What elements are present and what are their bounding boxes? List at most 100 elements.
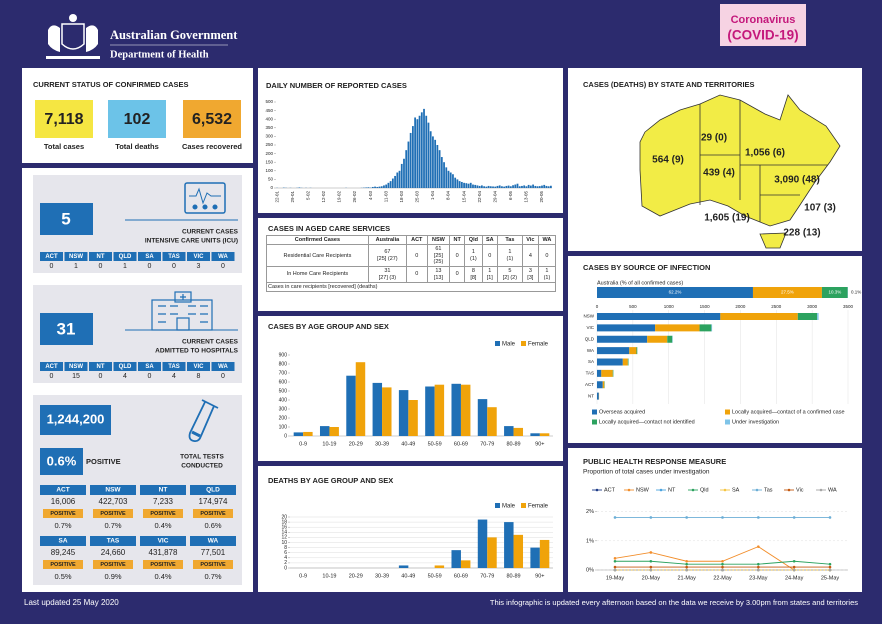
legend-marker	[755, 488, 759, 492]
bar-segment	[597, 358, 623, 366]
dept-name: Department of Health	[110, 49, 209, 60]
bar	[391, 178, 394, 188]
x-tick-label: 25-03	[415, 191, 420, 203]
state-count: 4	[123, 373, 127, 380]
bar	[539, 433, 550, 436]
series-point	[613, 557, 617, 560]
table-row: Residential Care Recipients 67 [25] (27) 0…	[266, 244, 557, 268]
x-tick-label: 20-05	[539, 191, 544, 203]
table-cell: 31 [27] (3)	[367, 266, 407, 283]
y-tick-label: 800	[279, 361, 288, 367]
legend-label: Under investigation	[732, 419, 779, 425]
bar-segment	[597, 347, 630, 355]
value-box	[40, 203, 93, 235]
table-cell: Cases in care recipients [recovered] (de…	[266, 281, 556, 293]
series-point	[828, 565, 832, 569]
bar	[541, 185, 543, 188]
state-tests: 431,878	[149, 548, 178, 557]
bar	[489, 186, 492, 188]
y-tick-label: 300	[279, 406, 288, 412]
series-point	[828, 516, 832, 519]
bar	[503, 186, 506, 188]
series-point	[792, 559, 796, 563]
state-count: 0	[172, 263, 176, 270]
y-tick-label: 300	[265, 134, 273, 139]
state-name: SA	[145, 364, 154, 370]
bar	[434, 384, 445, 436]
badge-line: (COVID-19)	[727, 28, 798, 43]
y-tick-label: 4	[284, 555, 287, 561]
x-tick-label: 30-39	[375, 573, 389, 579]
x-tick-label: 500	[629, 304, 637, 309]
x-tick-label: 30-39	[375, 441, 389, 447]
y-tick-label: 500	[265, 99, 273, 104]
y-tick-label: SA	[588, 359, 594, 364]
bar	[458, 181, 461, 188]
bar	[534, 185, 537, 188]
map-label: 564 (9)	[652, 155, 684, 166]
x-tick-label: 10-19	[322, 441, 336, 447]
legend-swatch	[495, 503, 500, 508]
bar	[378, 186, 381, 188]
bar	[346, 375, 356, 436]
state-tests: 174,974	[199, 497, 228, 506]
bar-segment	[597, 313, 721, 320]
legend-label: Tas	[764, 487, 773, 493]
bar	[545, 185, 548, 188]
map-label: 228 (13)	[783, 228, 820, 239]
table-cell: 1 (1)	[464, 244, 483, 268]
badge-line: Coronavirus	[731, 14, 796, 26]
y-tick-label: 100	[279, 424, 288, 430]
footer-right: This infographic is updated every aftern…	[490, 598, 858, 607]
series-point	[721, 568, 724, 572]
y-tick-label: 1%	[586, 538, 594, 544]
bar	[407, 141, 410, 188]
y-tick-label: 2	[284, 560, 287, 566]
bar	[423, 108, 425, 188]
positive-word: POSITIVE	[150, 511, 176, 517]
series-point	[649, 516, 653, 519]
series-point	[685, 559, 688, 563]
state-rate: 0.4%	[154, 572, 171, 581]
x-tick-label: 70-79	[480, 441, 494, 447]
y-tick-label: NSW	[584, 314, 595, 319]
y-tick-label: 100	[265, 168, 273, 173]
legend-label: Overseas acquired	[599, 409, 645, 415]
state-cell	[138, 252, 161, 261]
bar	[400, 163, 403, 188]
series-point	[613, 559, 617, 563]
y-tick-label: 150	[265, 159, 273, 164]
state-tests: 77,501	[201, 548, 226, 557]
table-cell: 0	[449, 266, 466, 283]
state-name: TAS	[168, 254, 180, 260]
y-tick-label: 450	[265, 108, 273, 113]
x-tick-label: 2000	[735, 304, 746, 309]
x-tick-label: 0	[596, 304, 599, 309]
gov-name: Australian Government	[110, 28, 238, 42]
table-cell: 4	[521, 244, 539, 268]
x-tick-label: 0-9	[299, 573, 307, 579]
state-tests: 89,245	[51, 548, 76, 557]
table-cell: 3 [3]	[521, 266, 539, 283]
table-row: In Home Care Recipients 31 [27] (3) 0 13 [1…	[266, 266, 557, 283]
legend-label: Female	[528, 504, 549, 510]
bar-segment	[797, 313, 818, 320]
series-point	[721, 562, 724, 566]
series-point	[685, 516, 688, 519]
x-tick-label: 8-04	[446, 191, 451, 201]
bar	[440, 157, 443, 188]
bar	[403, 158, 405, 188]
table-cell: Confirmed Cases	[266, 234, 369, 246]
positive-cell	[43, 560, 83, 569]
series-point	[649, 568, 653, 572]
y-tick-label: 400	[265, 116, 273, 121]
y-tick-label: 200	[265, 151, 273, 156]
bar	[398, 170, 401, 188]
bar	[319, 426, 330, 436]
series-point	[685, 568, 688, 572]
bar	[409, 132, 412, 188]
legend-marker	[659, 488, 663, 492]
chart-title: CASES BY AGE GROUP AND SEX	[268, 322, 389, 331]
bar	[451, 383, 461, 436]
state-name: SA	[145, 254, 154, 260]
